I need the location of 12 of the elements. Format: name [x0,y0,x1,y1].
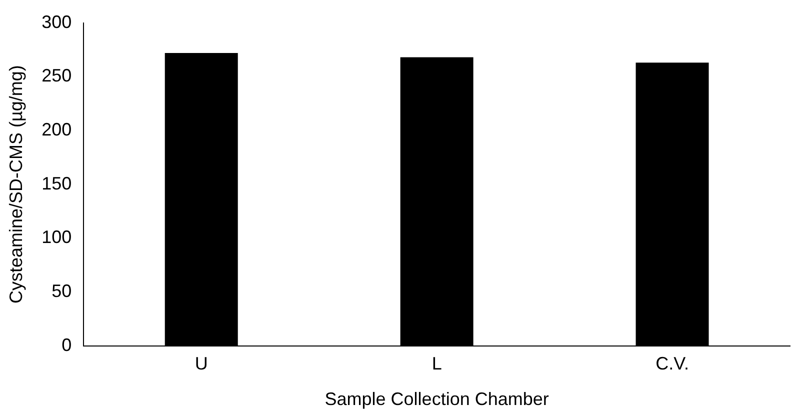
y-axis-title: Cysteamine/SD-CMS (µg/mg) [6,65,26,304]
y-tick-label: 100 [42,227,72,248]
y-tick-label: 50 [52,280,72,301]
y-tick-label: 300 [42,12,72,32]
x-tick-label: L [432,354,442,374]
x-tick-label: U [194,354,208,374]
x-tick-label: C.V. [656,354,689,374]
y-tick-label: 0 [62,334,72,355]
x-axis-title: Sample Collection Chamber [324,389,549,410]
y-tick-label: 250 [42,66,72,86]
y-tick-label: 200 [42,119,72,140]
y-tick-label: 150 [42,173,72,194]
